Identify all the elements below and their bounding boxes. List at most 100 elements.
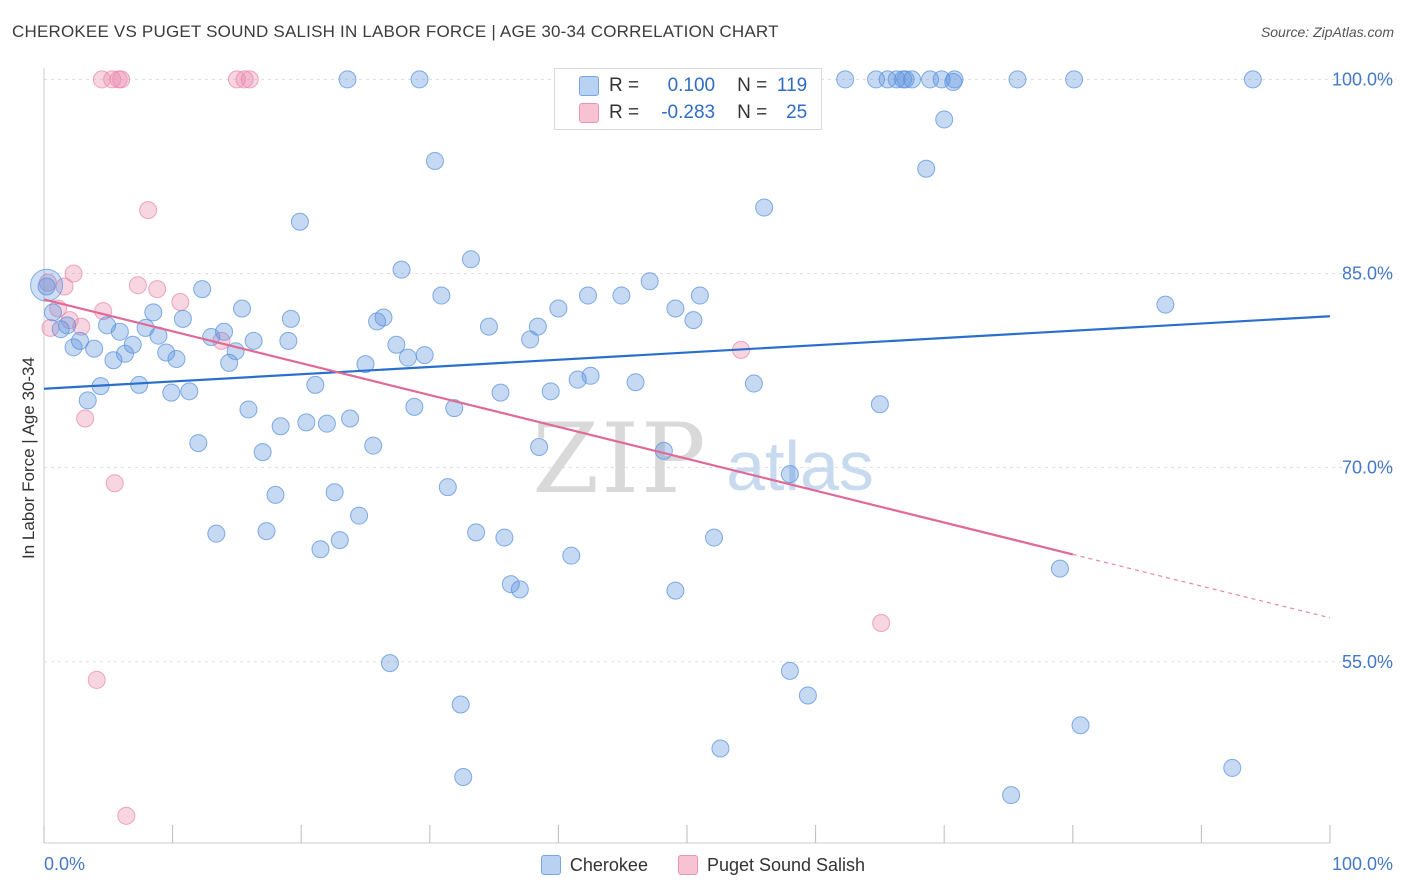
cherokee-point	[887, 70, 906, 89]
cherokee-point	[387, 335, 406, 354]
n-label: N =	[737, 75, 768, 96]
cherokee-point	[467, 523, 486, 542]
cherokee-point	[798, 686, 817, 705]
cherokee-point	[690, 286, 709, 305]
cherokee-point	[257, 522, 276, 541]
cherokee-point	[116, 344, 135, 363]
gridlines	[44, 78, 1396, 663]
cherokee-point	[189, 434, 208, 453]
salish-point	[128, 276, 147, 295]
salish-trend-extension	[1072, 553, 1331, 619]
cherokee-point	[415, 346, 434, 365]
y-axis-label: In Labor Force | Age 30-34	[19, 357, 38, 559]
cherokee-point	[917, 159, 936, 178]
legend-item-cherokee[interactable]: Cherokee	[540, 854, 648, 876]
cherokee-point	[935, 110, 954, 129]
cherokee-point	[233, 299, 252, 318]
cherokee-point	[253, 443, 272, 462]
cherokee-point	[392, 260, 411, 279]
cherokee-point	[903, 70, 922, 89]
cherokee-point	[438, 478, 457, 497]
r-label: R =	[609, 102, 640, 123]
n-label: N =	[737, 102, 768, 123]
cherokee-point	[744, 374, 763, 393]
cherokee-point	[445, 399, 464, 418]
cherokee-point	[374, 308, 393, 327]
salish-point	[227, 70, 246, 89]
cherokee-point	[878, 70, 897, 89]
cherokee-point	[755, 198, 774, 217]
cherokee-point	[780, 465, 799, 484]
y-tick-label: 100.0%	[1332, 69, 1393, 89]
salish-point	[872, 613, 891, 632]
cherokee-point	[173, 309, 192, 328]
cherokee-point	[104, 351, 123, 370]
cherokee-point	[1223, 758, 1242, 777]
cherokee-point	[207, 524, 226, 543]
tick-labels: 100.0% 85.0% 70.0% 55.0% 0.0% 100.0%	[44, 69, 1393, 874]
cherokee-point	[479, 317, 498, 336]
cherokee-point	[410, 70, 429, 89]
stats-row-cherokee: R = 0.100 N = 119	[579, 73, 807, 99]
salish-legend-swatch	[677, 855, 698, 875]
cherokee-legend-swatch	[540, 855, 561, 875]
y-tick-label: 85.0%	[1342, 264, 1393, 284]
cherokee-point	[1071, 716, 1090, 735]
salish-point	[235, 70, 254, 89]
cherokee-point	[581, 366, 600, 385]
salish-point	[60, 311, 79, 330]
salish-point	[103, 70, 122, 89]
legend: Cherokee Puget Sound Salish	[0, 852, 1406, 878]
legend-item-salish[interactable]: Puget Sound Salish	[677, 854, 866, 876]
cherokee-point	[501, 575, 520, 594]
legend-label-salish: Puget Sound Salish	[706, 854, 866, 875]
cherokee-point	[330, 531, 349, 550]
n-value-cherokee: 119	[776, 75, 808, 96]
axes	[43, 68, 1331, 844]
cherokee-point	[711, 739, 730, 758]
cherokee-point	[432, 286, 451, 305]
cherokee-point	[1065, 70, 1084, 89]
cherokee-point	[311, 540, 330, 559]
cherokee-point	[220, 353, 239, 372]
cherokee-point	[338, 70, 357, 89]
cherokee-point	[281, 309, 300, 328]
cherokee-point	[64, 338, 83, 357]
legend-label-cherokee: Cherokee	[569, 854, 648, 875]
cherokee-point	[626, 373, 645, 392]
salish-point	[87, 670, 106, 689]
cherokee-point	[244, 331, 263, 350]
cherokee-point	[78, 391, 97, 410]
r-label: R =	[609, 75, 640, 96]
cherokee-point	[528, 317, 547, 336]
series-cherokee	[30, 70, 1262, 805]
cherokee-trend-line	[43, 315, 1331, 390]
cherokee-point	[30, 268, 64, 302]
cherokee-point	[317, 414, 336, 433]
cherokee-point	[325, 483, 344, 502]
cherokee-point	[167, 349, 186, 368]
cherokee-point	[1008, 70, 1027, 89]
cherokee-point	[684, 311, 703, 330]
cherokee-point	[58, 316, 77, 335]
cherokee-point	[666, 581, 685, 600]
cherokee-point	[130, 375, 149, 394]
salish-point	[148, 280, 167, 299]
cherokee-point	[290, 212, 309, 231]
cherokee-point	[1156, 295, 1175, 314]
cherokee-point	[666, 299, 685, 318]
watermark-atlas: atlas	[726, 427, 874, 505]
cherokee-point	[1050, 559, 1069, 578]
r-value-salish: -0.283	[661, 102, 716, 123]
x-tick-label: 100.0%	[1332, 854, 1393, 874]
watermark-zip: ZIP	[532, 403, 707, 515]
n-value-salish: 25	[786, 102, 808, 123]
cherokee-point	[541, 382, 560, 401]
cherokee-point	[215, 322, 234, 341]
stats-row-salish: R = -0.283 N = 25	[579, 100, 807, 126]
cherokee-point	[495, 528, 514, 547]
cherokee-point	[780, 661, 799, 680]
stats-box: R = 0.100 N = 119 R = -0.283 N = 25	[554, 68, 822, 130]
cherokee-point	[932, 70, 951, 89]
salish-point	[139, 201, 158, 220]
